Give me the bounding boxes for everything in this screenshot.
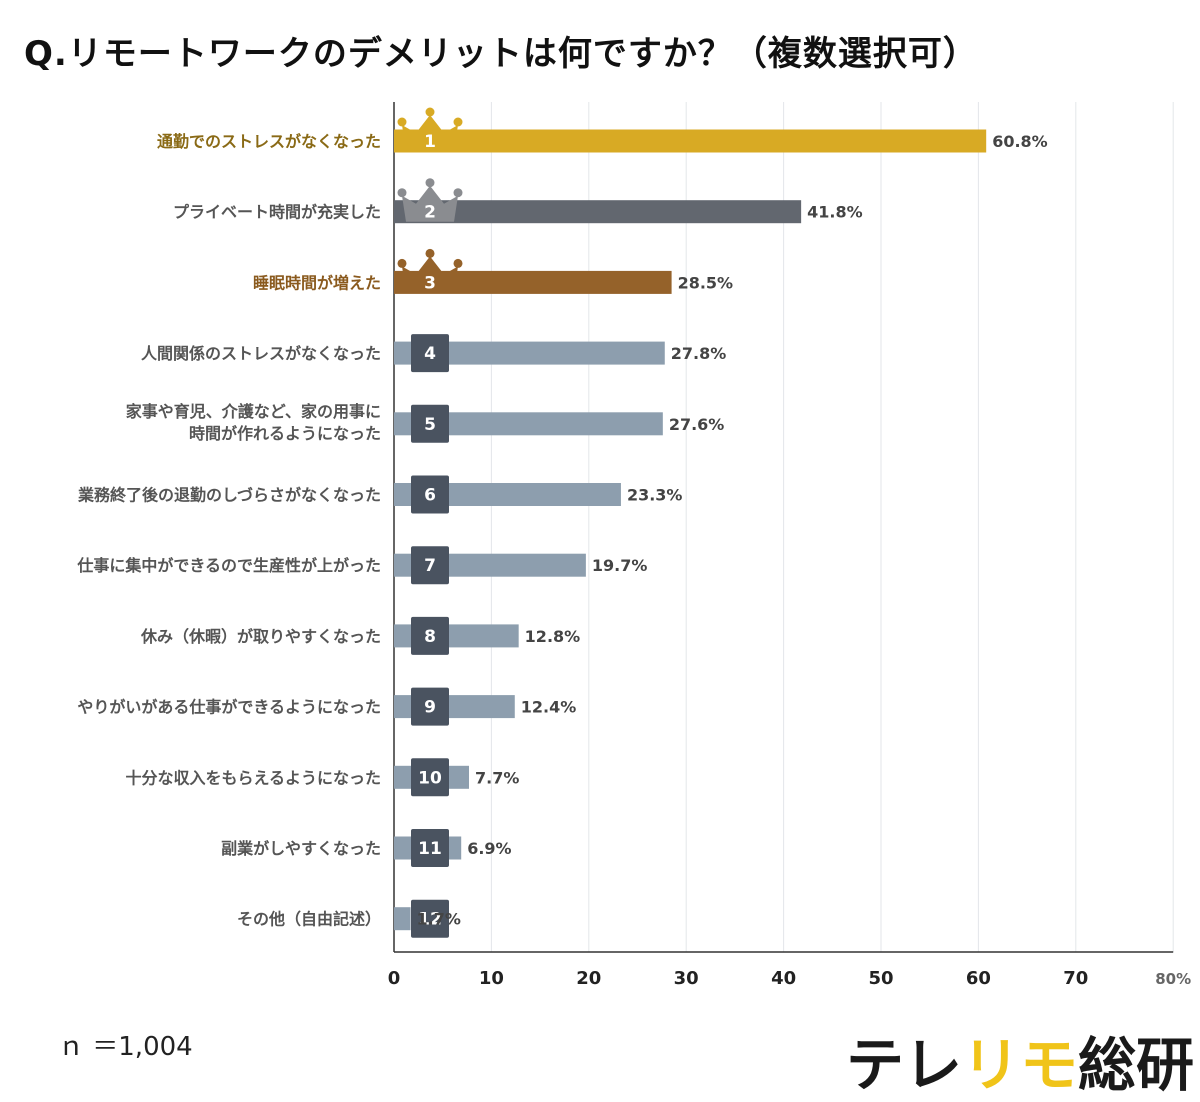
value-label: 28.5%: [678, 273, 734, 292]
sample-size-label: ｎ ＝1,004: [58, 1032, 193, 1062]
rank-badge: [411, 758, 449, 797]
category-label: 睡眠時間が増えた: [253, 273, 381, 292]
rank-badge: [411, 546, 449, 585]
rank-number: 10: [418, 768, 442, 788]
rank-number: 3: [424, 273, 436, 293]
value-label: 27.6%: [669, 415, 725, 434]
category-label: その他（自由記述）: [237, 910, 381, 929]
rank-crown-icon: [397, 248, 463, 293]
crown-body: [402, 185, 458, 222]
crown-jewel: [425, 248, 435, 258]
rank-number: 11: [418, 839, 442, 859]
value-label: 41.8%: [807, 203, 863, 222]
rank-badge: [411, 616, 449, 655]
brand-logo: テレリモ総研: [846, 1018, 1194, 1102]
x-tick-label: 50: [868, 968, 893, 989]
rank-badge: [411, 829, 449, 867]
rank-number: 1: [424, 132, 436, 152]
value-label: 6.9%: [467, 839, 511, 858]
rank-badge: [411, 899, 449, 938]
rank-number: 12: [418, 910, 442, 930]
x-tick-label: 60: [966, 968, 991, 989]
category-label: やりがいがある仕事ができるようになった: [77, 698, 381, 717]
bar: [394, 483, 621, 506]
category-label: 副業がしやすくなった: [221, 839, 381, 858]
x-tick-label: 10: [479, 968, 504, 989]
category-label: 時間が作れるようになった: [189, 424, 381, 443]
rank-number: 7: [424, 556, 436, 576]
x-tick-label: 80%: [1155, 970, 1191, 988]
category-label: 通勤でのストレスがなくなった: [157, 132, 381, 151]
category-label: 家事や育児、介護など、家の用事に: [126, 402, 381, 421]
crown-jewel: [453, 258, 463, 268]
value-label: 12.8%: [525, 627, 581, 646]
crown-jewel: [397, 188, 407, 198]
bar: [394, 270, 672, 294]
value-label: 23.3%: [627, 486, 683, 505]
value-label: 19.7%: [592, 556, 648, 575]
rank-number: 4: [424, 344, 436, 364]
category-label: 十分な収入をもらえるようになった: [125, 768, 381, 787]
category-label: プライベート時間が充実した: [173, 203, 381, 222]
value-label: 60.8%: [992, 132, 1048, 151]
x-tick-label: 40: [771, 968, 796, 989]
value-label: 7.7%: [475, 768, 519, 787]
logo-part-tele: テレ: [845, 1031, 962, 1099]
bar: [394, 341, 665, 365]
x-tick-label: 0: [388, 968, 401, 989]
rank-number: 5: [424, 415, 436, 435]
value-label: 1.7%: [417, 910, 461, 929]
x-tick-label: 70: [1063, 968, 1088, 989]
rank-number: 8: [424, 627, 436, 647]
logo-part-souken: 総研: [1077, 1031, 1194, 1099]
bar: [394, 412, 663, 436]
rank-badge: [411, 404, 449, 443]
bar: [394, 200, 802, 224]
bar: [394, 907, 411, 931]
rank-crown-icon: [397, 178, 463, 222]
category-label: 仕事に集中ができるので生産性が上がった: [76, 556, 381, 575]
category-label: 休み（休暇）が取りやすくなった: [140, 627, 381, 646]
rank-number: 9: [424, 698, 436, 718]
value-label: 27.8%: [671, 344, 727, 363]
category-label: 業務終了後の退勤のしづらさがなくなった: [77, 486, 381, 505]
rank-number: 6: [424, 486, 436, 506]
bar: [394, 129, 987, 153]
rank-crown-icon: [397, 107, 463, 151]
crown-body: [402, 115, 458, 151]
crown-jewel: [397, 117, 407, 127]
x-tick-label: 20: [576, 968, 601, 989]
crown-jewel: [453, 188, 463, 198]
logo-part-rimo: リモ: [961, 1031, 1078, 1099]
rank-badge: [411, 334, 449, 373]
crown-jewel: [425, 178, 435, 188]
x-tick-label: 30: [674, 968, 699, 989]
chart-title: Q.リモートワークのデメリットは何ですか？（複数選択可）: [24, 34, 978, 74]
rank-number: 2: [424, 203, 436, 223]
crown-jewel: [425, 107, 435, 117]
crown-jewel: [453, 117, 463, 127]
category-label: 人間関係のストレスがなくなった: [141, 344, 381, 363]
crown-jewel: [397, 258, 407, 268]
rank-badge: [411, 687, 449, 726]
value-label: 12.4%: [521, 698, 577, 717]
rank-badge: [411, 475, 449, 514]
crown-body: [402, 256, 458, 293]
